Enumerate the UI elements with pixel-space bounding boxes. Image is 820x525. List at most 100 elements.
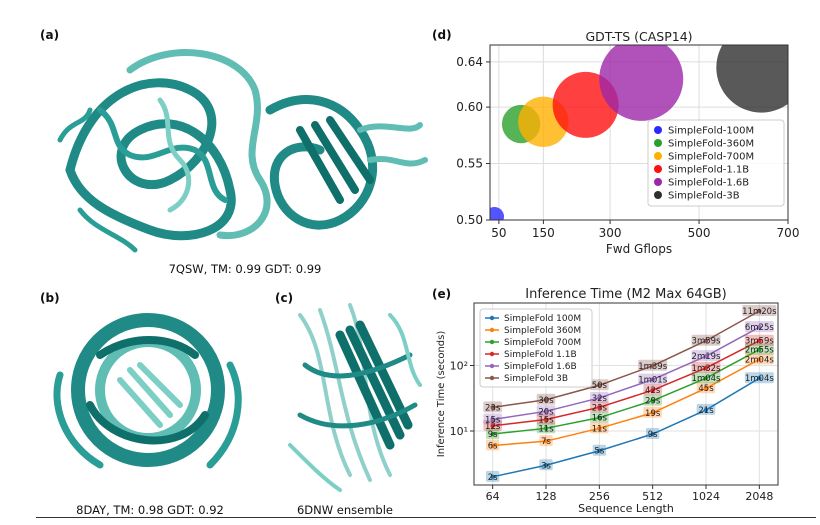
chart-e-xtick-label-0: 64: [486, 490, 500, 503]
series-5-label-4: 3m59s: [692, 337, 722, 347]
series-1-label-box-5: [744, 353, 774, 365]
series-0-label-box-5: [744, 372, 774, 384]
series-3-point-2: [597, 405, 602, 410]
series-1-point-3: [650, 410, 655, 415]
series-5-point-5: [757, 308, 762, 314]
chart-d-ytick-label-2: 0.60: [456, 100, 483, 114]
chart-d-title: GDT-TS (CASP14): [585, 29, 692, 44]
series-1-label-0: 6s: [488, 442, 498, 452]
chart-e-xlabel: Sequence Length: [578, 502, 674, 515]
chart-e-legend-label-2: SimpleFold 700M: [504, 338, 581, 348]
series-4-label-box-1: [536, 405, 556, 417]
series-2-label-3: 29s: [645, 397, 661, 407]
series-5-point-0: [490, 405, 495, 410]
series-5-label-0: 23s: [485, 403, 501, 413]
series-5-point-4: [703, 338, 709, 343]
series-2-label-box-4: [691, 372, 721, 384]
series-0-label-box-1: [539, 459, 553, 471]
chart-e-xtick-label-3: 512: [642, 490, 663, 503]
panel-label-c: (c): [275, 291, 294, 305]
series-2-label-4: 1m04s: [692, 374, 722, 384]
series-2-label-box-0: [485, 428, 500, 440]
series-4-label-2: 32s: [592, 394, 608, 404]
series-5-label-3: 1m39s: [638, 362, 668, 372]
series-2-point-1: [543, 426, 549, 431]
series-2-point-5: [757, 347, 762, 352]
series-2-label-box-3: [643, 394, 662, 406]
series-1-point-0: [490, 443, 495, 448]
chart-e-xtick-label-1: 128: [536, 490, 557, 503]
panel-label-d: (d): [432, 28, 452, 42]
chart-d-xtick-label-4: 700: [777, 226, 800, 240]
series-3-label-0: 12s: [485, 422, 501, 432]
chart-d-legend-marker-3: [654, 165, 662, 173]
chart-d-ytick-label-1: 0.55: [456, 157, 483, 171]
chart-d-bubbles: [490, 45, 788, 220]
series-4-label-0: 15s: [485, 415, 501, 425]
chart-e-legend-marker-5: [489, 375, 495, 381]
series-0-point-3: [650, 431, 655, 437]
series-3-label-5: 3m59s: [745, 337, 775, 347]
series-5-label-box-5: [742, 304, 777, 316]
series-0-label-3: 9s: [648, 430, 658, 440]
chart-e-legend-box: [479, 308, 593, 388]
chart-e-legend-label-5: SimpleFold 3B: [504, 374, 568, 384]
series-4-point-1: [543, 409, 549, 414]
series-4-point-0: [490, 417, 495, 422]
protein-structure-6dnw: [288, 303, 422, 492]
chart-e-title: Inference Time (M2 Max 64GB): [525, 287, 726, 302]
chart-e-frame: [473, 302, 779, 486]
chart-d-legend-marker-5: [654, 191, 662, 199]
chart-e-legend-marker-0: [489, 315, 495, 321]
series-5-label-2: 50s: [592, 381, 608, 391]
series-4-label-4: 2m19s: [692, 352, 722, 362]
series-1-label-box-4: [696, 382, 716, 394]
chart-e-legend-label-3: SimpleFold 1.1B: [504, 350, 577, 360]
series-3-label-box-5: [744, 334, 774, 346]
series-5-point-3: [650, 363, 655, 368]
series-5-label-5: 11m20s: [742, 307, 777, 317]
series-1-label-box-3: [643, 406, 662, 418]
series-1-point-4: [703, 386, 709, 391]
chart-d-legend-label-2: SimpleFold-700M: [668, 152, 754, 163]
series-5-label-box-0: [483, 401, 502, 413]
chart-e-legend-label-4: SimpleFold 1.6B: [504, 362, 577, 372]
series-0-label-2: 5s: [594, 447, 604, 457]
chart-e-legend-marker-3: [489, 351, 495, 357]
series-4-label-box-4: [691, 350, 721, 362]
series-4-point-3: [650, 377, 655, 382]
series-1-label-5: 2m04s: [745, 355, 775, 365]
chart-d-xlabel: Fwd Gflops: [606, 242, 672, 256]
series-4-point-4: [703, 353, 709, 359]
chart-d-legend-label-3: SimpleFold-1.1B: [668, 165, 749, 176]
series-3-point-4: [703, 365, 709, 371]
series-line-3: [492, 340, 760, 427]
chart-e-legend-marker-1: [489, 327, 495, 333]
caption-a: 7QSW, TM: 0.99 GDT: 0.99: [168, 262, 322, 276]
chart-d-ytick-label-3: 0.64: [456, 55, 483, 69]
series-line-4: [492, 326, 760, 421]
series-2-label-5: 2m55s: [745, 346, 775, 356]
chart-e-legend-marker-2: [489, 339, 495, 345]
chart-d-ytick-label-0: 0.50: [456, 213, 483, 227]
caption-c: 6DNW ensemble: [296, 503, 393, 517]
series-3-label-box-3: [643, 384, 662, 396]
series-4-label-box-5: [744, 321, 774, 333]
series-2-point-3: [650, 398, 655, 403]
series-0-label-box-3: [645, 428, 660, 440]
chart-d-legend-box: [647, 119, 785, 207]
chart-e-legend-label-1: SimpleFold 360M: [504, 326, 581, 336]
series-5-point-2: [597, 383, 602, 388]
series-4-point-2: [597, 395, 602, 401]
panel-label-e: (e): [432, 287, 452, 301]
series-line-2: [492, 348, 760, 435]
series-0-label-5: 1m04s: [745, 374, 775, 384]
chart-e-legend-label-0: SimpleFold 100M: [504, 314, 581, 324]
series-4-label-box-3: [638, 373, 668, 385]
chart-e-legend-marker-4: [489, 363, 495, 369]
series-3-point-1: [543, 417, 549, 422]
series-1-label-2: 11s: [592, 424, 608, 434]
panel-label-b: (b): [40, 291, 60, 305]
series-0-point-0: [490, 474, 495, 480]
bubble-simplefold-100m: [490, 207, 505, 220]
